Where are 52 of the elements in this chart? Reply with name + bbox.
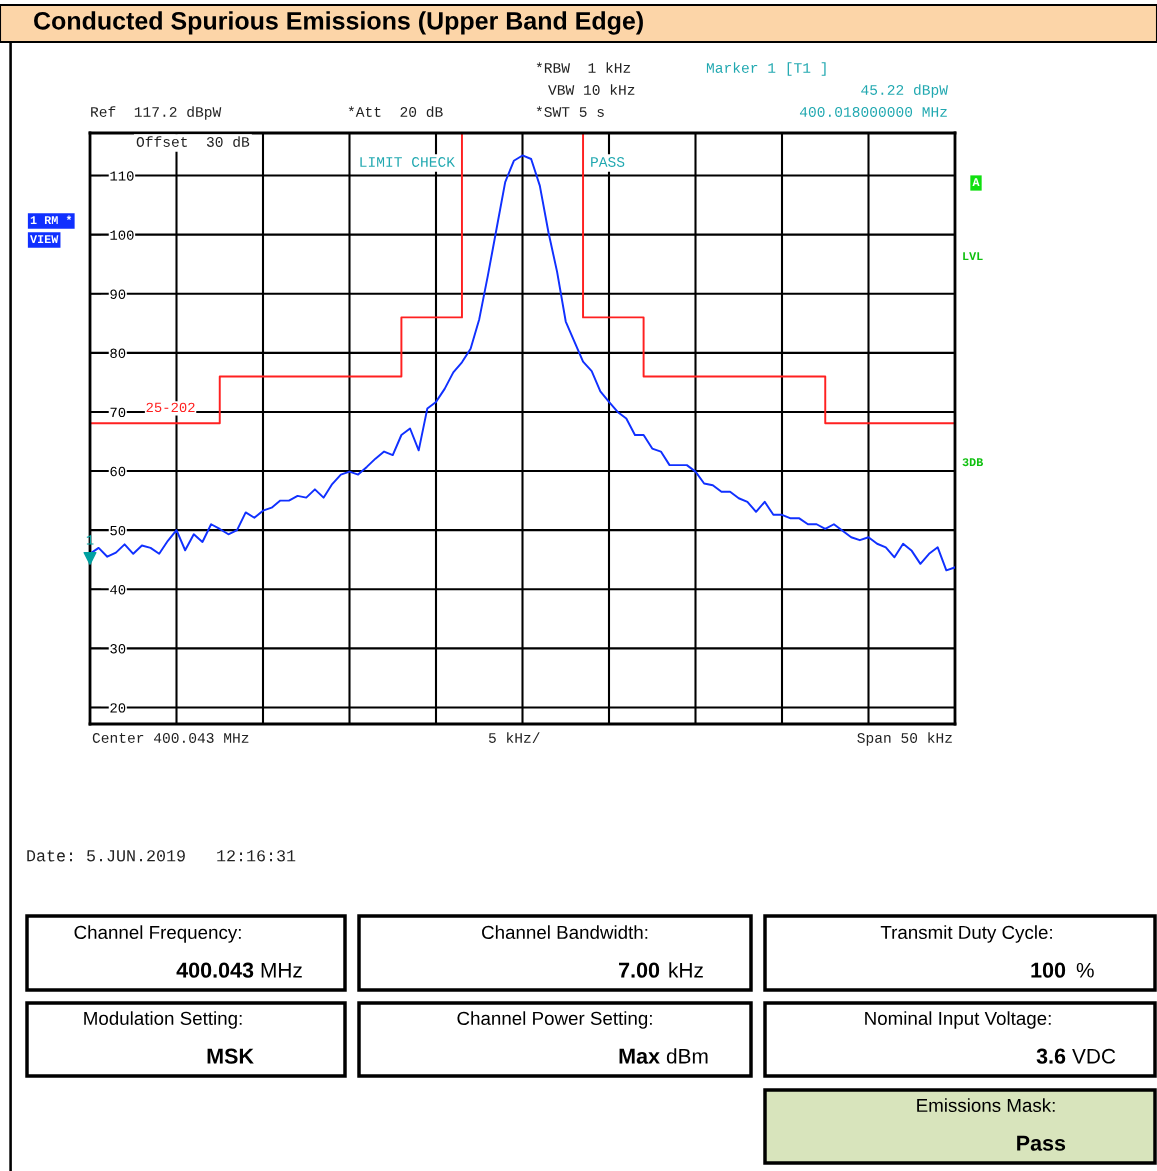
text: VDC — [1072, 1048, 1116, 1064]
text: MSK — [207, 1048, 254, 1064]
text: Span 50 kHz — [857, 732, 952, 746]
text: 7.00 — [619, 962, 660, 978]
text: 400.043 — [176, 962, 254, 978]
text: dBm — [666, 1048, 708, 1064]
text: 1 RM * — [30, 215, 72, 225]
text: Marker 1 [T1 ] — [706, 62, 826, 76]
text: MHz — [261, 963, 302, 978]
text: Ref 117.2 dBpW — [91, 106, 222, 120]
y-tick-label: 40 — [110, 584, 126, 595]
text: *RBW 1 kHz — [536, 62, 631, 73]
text: A — [972, 178, 980, 187]
text: Nominal Input Voltage: — [865, 1011, 1051, 1029]
series-label: 25-202 — [146, 402, 195, 413]
annotation: LIMIT CHECK — [360, 157, 455, 167]
text: 3DB — [962, 458, 984, 467]
annotation: PASS — [591, 157, 625, 167]
text: Channel Bandwidth: — [482, 925, 648, 940]
y-tick-label: 70 — [110, 407, 126, 418]
text: Max — [619, 1048, 660, 1064]
text: 45.22 dBpW — [861, 84, 948, 98]
y-tick-label: 20 — [110, 703, 126, 713]
y-tick-label: 90 — [110, 289, 126, 299]
text: Transmit Duty Cycle: — [880, 925, 1052, 943]
y-tick-label: 100 — [110, 230, 134, 240]
y-tick-label: 110 — [110, 171, 134, 181]
text: 100 — [1031, 962, 1066, 978]
text: *Att 20 dB — [348, 106, 443, 117]
y-tick-label: 30 — [110, 644, 126, 654]
text: 5 kHz/ — [488, 732, 540, 743]
text: 400.018000000 MHz — [799, 107, 947, 117]
text: Modulation Setting: — [84, 1011, 242, 1029]
chart-title: Conducted Spurious Emissions (Upper Band Edge) — [34, 11, 643, 35]
y-tick-label: 50 — [110, 525, 126, 536]
text: Channel Frequency: — [74, 925, 241, 943]
text: Center 400.043 MHz — [92, 733, 249, 743]
text: Emissions Mask: — [917, 1098, 1055, 1113]
text: Channel Power Setting: — [457, 1011, 652, 1029]
text: VIEW — [30, 235, 59, 244]
series-label: 1 — [86, 535, 94, 545]
text: % — [1076, 962, 1094, 978]
text: Date: 5.JUN.2019 12:16:31 — [27, 850, 296, 862]
text: kHz — [669, 962, 703, 978]
text: *SWT 5 s — [536, 106, 604, 117]
y-tick-label: 60 — [110, 466, 126, 477]
text: Pass — [1017, 1135, 1066, 1151]
y-tick-label: 80 — [110, 348, 126, 359]
text: LVL — [963, 252, 983, 261]
text: VBW 10 kHz — [548, 84, 635, 95]
annotation: Offset 30 dB — [136, 136, 250, 147]
text: 3.6 — [1036, 1048, 1066, 1064]
